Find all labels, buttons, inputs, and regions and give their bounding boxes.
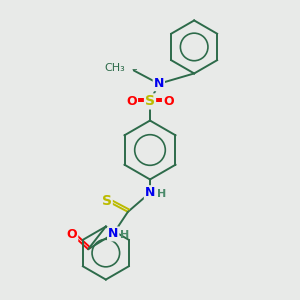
Text: O: O <box>67 228 77 241</box>
Text: N: N <box>108 227 119 240</box>
Text: CH₃: CH₃ <box>104 63 125 73</box>
Text: H: H <box>157 189 166 199</box>
Text: O: O <box>163 95 174 108</box>
Text: S: S <box>102 194 112 208</box>
Text: N: N <box>145 186 155 199</box>
Text: S: S <box>145 94 155 108</box>
Text: –: – <box>131 64 136 74</box>
Text: H: H <box>120 230 129 240</box>
Text: N: N <box>154 77 164 90</box>
Text: O: O <box>126 95 137 108</box>
